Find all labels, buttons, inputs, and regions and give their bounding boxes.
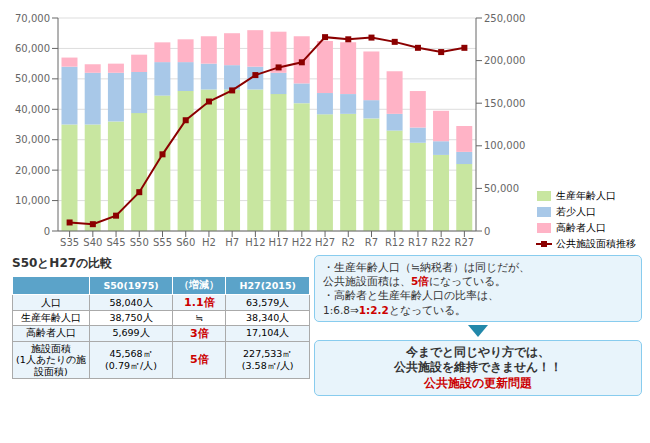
html-text:公共施設面積は、5倍になっている。: 公共施設面積は、5倍になっている。 — [323, 275, 507, 288]
html-text:1.1倍: 1.1倍 — [184, 296, 215, 309]
svg-text:H2: H2 — [202, 237, 216, 248]
html-text:3倍: 3倍 — [190, 326, 209, 340]
html-text:17,104人: 17,104人 — [246, 327, 290, 339]
svg-text:S55: S55 — [153, 237, 172, 248]
svg-text:250,000: 250,000 — [484, 13, 525, 24]
html-text:S50(1975): S50(1975) — [103, 280, 159, 291]
svg-text:H22: H22 — [292, 237, 312, 248]
html-text:45,568㎡ (0.79㎡/人): 45,568㎡ (0.79㎡/人) — [105, 348, 157, 371]
svg-text:S50: S50 — [130, 237, 149, 248]
svg-text:0: 0 — [484, 226, 490, 237]
svg-text:0: 0 — [44, 226, 50, 237]
html-text:・高齢者と生産年齢人口の比率は、: ・高齢者と生産年齢人口の比率は、 — [323, 289, 500, 302]
html-text:生産年齢人口: 生産年齢人口 — [20, 312, 81, 324]
html-text:施設面積 (1人あたりの施 設面積): 施設面積 (1人あたりの施 設面積) — [16, 342, 86, 377]
svg-text:40,000: 40,000 — [15, 104, 50, 115]
svg-text:R17: R17 — [408, 237, 428, 248]
html-text:今までと同じやり方では、: 今までと同じやり方では、 — [406, 344, 550, 359]
svg-text:70,000: 70,000 — [15, 13, 50, 24]
svg-text:S45: S45 — [107, 237, 126, 248]
svg-text:200,000: 200,000 — [484, 55, 525, 66]
svg-text:R2: R2 — [342, 237, 355, 248]
svg-text:S35: S35 — [60, 237, 79, 248]
svg-text:S40: S40 — [83, 237, 102, 248]
html-text:5,699人: 5,699人 — [112, 327, 150, 339]
svg-text:H17: H17 — [268, 237, 288, 248]
html-text:H27(2015): H27(2015) — [239, 280, 296, 291]
svg-text:150,000: 150,000 — [484, 98, 525, 109]
html-text:1:6.8⇒ 1:2.2となっている。: 1:6.8⇒ 1:2.2となっている。 — [323, 303, 466, 316]
html-text:・生産年齢人口（≒納税者）は同じだが、: ・生産年齢人口（≒納税者）は同じだが、 — [323, 261, 530, 273]
svg-text:60,000: 60,000 — [15, 43, 50, 54]
svg-text:H27: H27 — [315, 237, 335, 248]
html-text:公共施設面積推移: 公共施設面積推移 — [556, 238, 636, 249]
svg-text:R22: R22 — [431, 237, 451, 248]
html-text:高齢者人口: 高齢者人口 — [556, 222, 606, 233]
html-text:63,579人: 63,579人 — [246, 296, 290, 308]
svg-text:S60: S60 — [176, 237, 195, 248]
html-text:若少人口: 若少人口 — [556, 206, 596, 217]
svg-text:100,000: 100,000 — [484, 140, 525, 151]
html-text:人口: 人口 — [40, 296, 61, 308]
html-text:公共施設を維持できません！！: 公共施設を維持できません！！ — [394, 360, 562, 375]
svg-text:H12: H12 — [245, 237, 265, 248]
html-text:（増減）: （増減） — [179, 279, 220, 290]
html-text:S50とH27の比較: S50とH27の比較 — [12, 256, 113, 270]
html-text:38,340人: 38,340人 — [246, 312, 290, 324]
html-text:227,533㎡ (3.58㎡/人): 227,533㎡ (3.58㎡/人) — [241, 348, 294, 371]
svg-text:50,000: 50,000 — [484, 183, 519, 194]
svg-text:H7: H7 — [225, 237, 239, 248]
html-text:5倍: 5倍 — [190, 353, 209, 367]
html-text:58,040人: 58,040人 — [109, 296, 153, 308]
svg-text:10,000: 10,000 — [15, 195, 50, 206]
html-text:生産年齢人口: 生産年齢人口 — [556, 190, 616, 201]
html-text:公共施設の更新問題: 公共施設の更新問題 — [424, 375, 532, 390]
svg-text:R12: R12 — [385, 237, 405, 248]
svg-text:R27: R27 — [455, 237, 475, 248]
html-text:38,750人: 38,750人 — [109, 312, 153, 324]
html-text:高齢者人口: 高齢者人口 — [25, 327, 76, 339]
svg-text:20,000: 20,000 — [15, 165, 50, 176]
svg-text:30,000: 30,000 — [15, 134, 50, 145]
svg-text:R7: R7 — [365, 237, 378, 248]
svg-text:50,000: 50,000 — [15, 73, 50, 84]
